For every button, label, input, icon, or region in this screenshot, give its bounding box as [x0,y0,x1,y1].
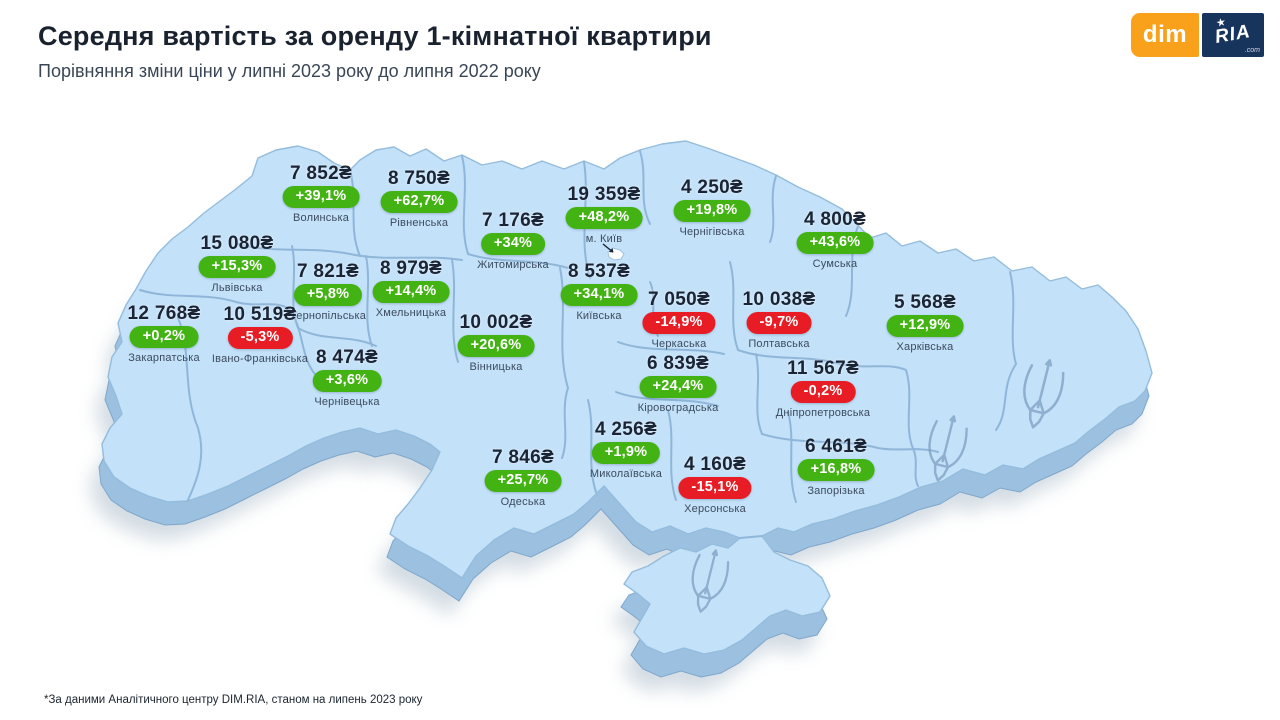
dim-logo: dim [1131,13,1199,57]
page-title: Середня вартість за оренду 1-кімнатної к… [38,21,712,51]
page-subtitle: Порівняння зміни ціни у липні 2023 року … [38,61,541,82]
header: Середня вартість за оренду 1-кімнатної к… [38,20,712,82]
map-land [101,140,1153,655]
brand-logo: dim ★ RIA .com [1131,13,1264,57]
ria-logo-text: RIA [1213,21,1253,48]
ria-com-suffix: .com [1244,47,1260,54]
ria-logo: ★ RIA .com [1202,13,1264,57]
region-borders [139,150,1017,539]
kyiv-arrow-icon [602,243,614,253]
footer-note: *За даними Аналітичного центру DIM.RIA, … [44,694,423,706]
